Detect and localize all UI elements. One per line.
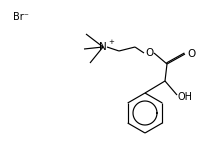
Text: O: O xyxy=(187,49,195,59)
Text: Br⁻: Br⁻ xyxy=(13,12,29,22)
Text: N: N xyxy=(99,42,107,52)
Text: OH: OH xyxy=(178,92,193,102)
Text: +: + xyxy=(108,39,114,45)
Text: O: O xyxy=(145,48,153,58)
